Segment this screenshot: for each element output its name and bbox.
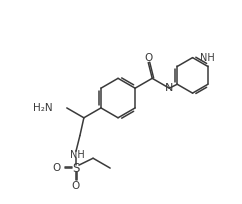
Text: NH: NH bbox=[200, 53, 215, 63]
Text: H₂N: H₂N bbox=[33, 103, 53, 113]
Text: N: N bbox=[165, 83, 174, 93]
Text: O: O bbox=[72, 181, 80, 191]
Text: O: O bbox=[52, 163, 60, 173]
Text: O: O bbox=[144, 53, 152, 63]
Text: S: S bbox=[72, 162, 80, 175]
Text: NH: NH bbox=[70, 150, 84, 160]
